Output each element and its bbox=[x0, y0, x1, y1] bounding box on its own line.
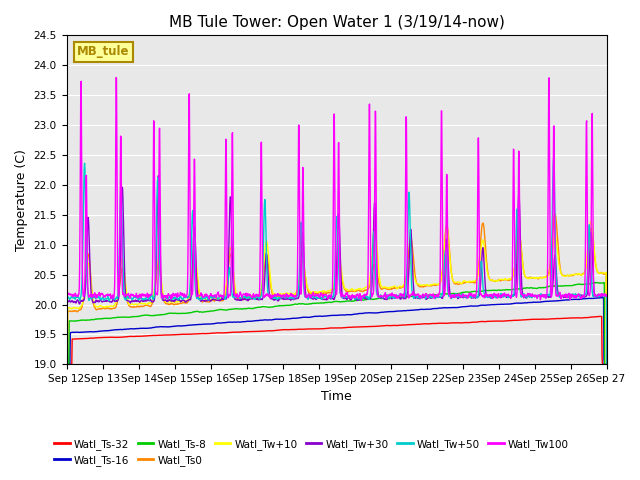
X-axis label: Time: Time bbox=[321, 390, 352, 403]
Title: MB Tule Tower: Open Water 1 (3/19/14-now): MB Tule Tower: Open Water 1 (3/19/14-now… bbox=[169, 15, 505, 30]
Y-axis label: Temperature (C): Temperature (C) bbox=[15, 149, 28, 251]
Text: MB_tule: MB_tule bbox=[77, 45, 130, 58]
Legend: Watl_Ts-32, Watl_Ts-16, Watl_Ts-8, Watl_Ts0, Watl_Tw+10, Watl_Tw+30, Watl_Tw+50,: Watl_Ts-32, Watl_Ts-16, Watl_Ts-8, Watl_… bbox=[50, 434, 573, 470]
